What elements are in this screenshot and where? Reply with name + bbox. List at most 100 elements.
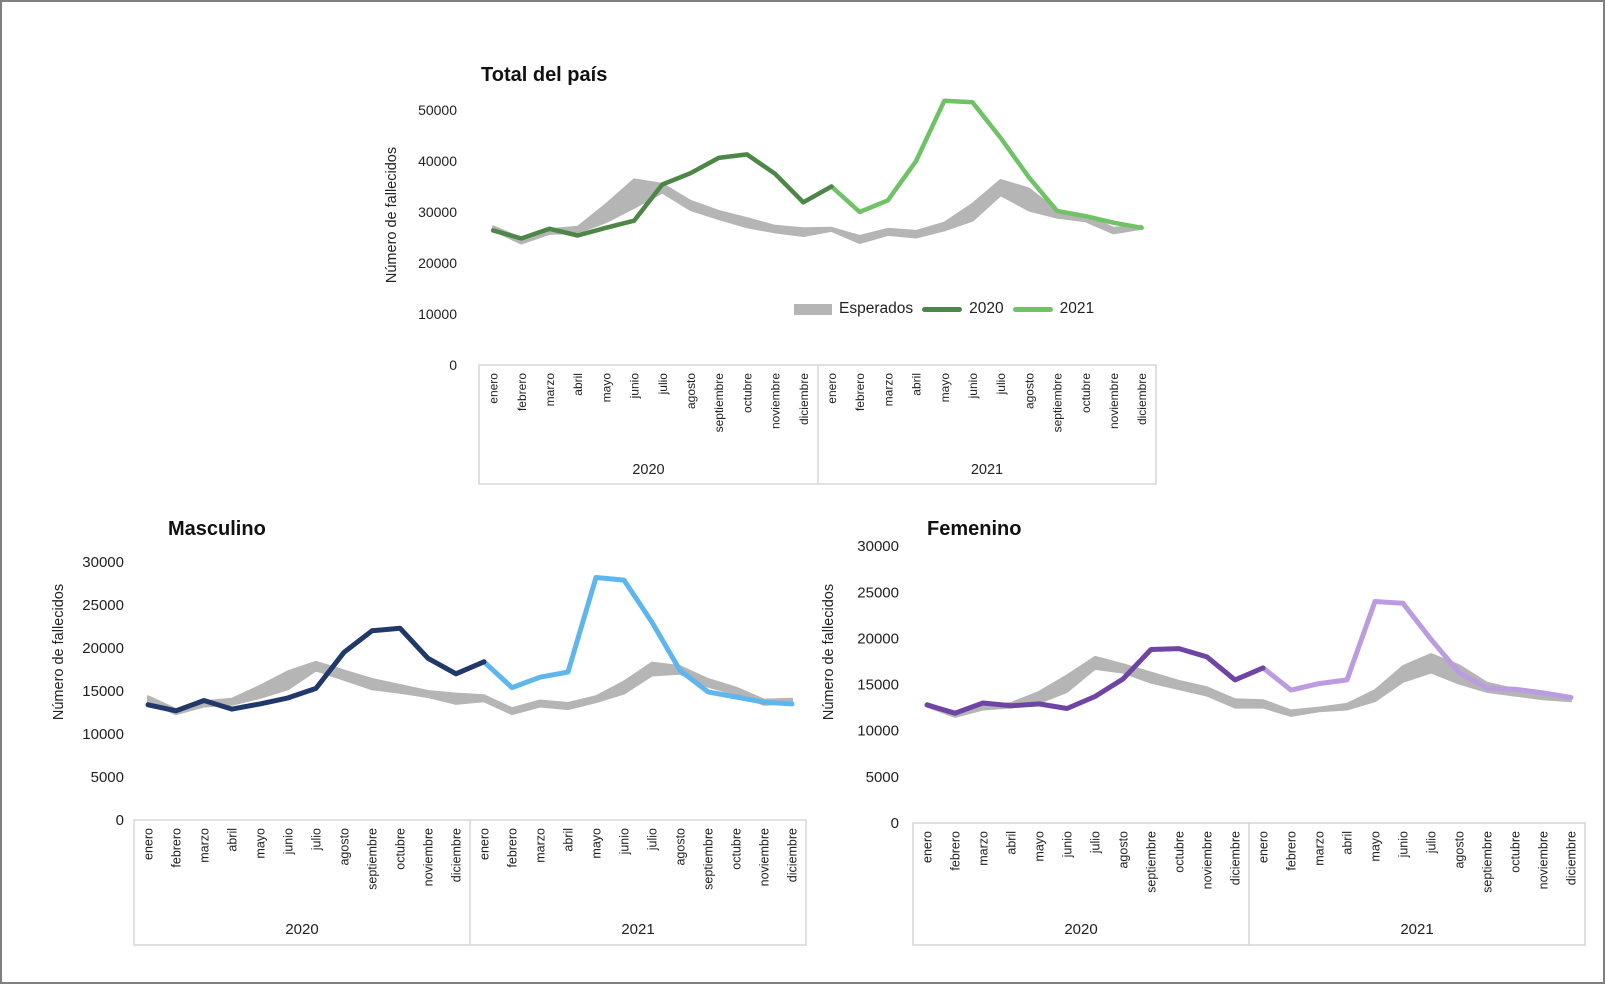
x-month-label: abril (226, 828, 240, 852)
x-month-label: julio (646, 828, 660, 851)
x-month-label: septiembre (1145, 831, 1159, 893)
y-tick-label: 5000 (91, 769, 124, 786)
x-month-label: febrero (506, 828, 520, 868)
legend-item-esperados: Esperados (794, 300, 913, 318)
chart-femenino-plot: 0 5000 10000 15000 20000 25000 30000 enero febre… (857, 538, 1586, 946)
x-month-label: marzo (543, 373, 557, 407)
x-month-label: diciembre (797, 373, 811, 425)
x-month-label: enero (487, 373, 501, 404)
x-month-label: octubre (1509, 831, 1523, 873)
x-month-label: junio (966, 373, 980, 400)
x-month-label: agosto (1117, 831, 1131, 869)
y-tick-label: 10000 (857, 723, 899, 740)
legend-swatch-line (922, 306, 963, 312)
x-month-label: marzo (198, 828, 212, 863)
x-month-label: septiembre (1051, 373, 1065, 433)
y-tick-label: 25000 (857, 584, 899, 601)
chart-masculino-title: Masculino (168, 518, 266, 540)
y-tick-label: 0 (891, 815, 899, 832)
legend-label: Esperados (839, 300, 914, 317)
x-month-label: agosto (1453, 831, 1467, 869)
x-month-label: diciembre (1135, 373, 1149, 425)
x-month-label: abril (562, 828, 576, 852)
x-month-label: junio (1061, 831, 1075, 858)
legend-item-2020: 2020 (922, 300, 1004, 318)
y-tick-label: 20000 (418, 255, 457, 271)
x-month-label: octubre (1173, 831, 1187, 873)
legend-label: 2021 (1059, 300, 1095, 317)
x-month-label: octubre (1079, 373, 1093, 413)
x-month-label: julio (1425, 831, 1439, 854)
x-month-label: abril (571, 373, 585, 396)
series-2020-line (145, 625, 487, 714)
x-year-label: 2020 (1064, 921, 1097, 938)
x-month-label: mayo (590, 828, 604, 859)
x-month-label: junio (628, 373, 642, 400)
x-year-label: 2021 (1400, 921, 1433, 938)
x-month-label: marzo (977, 831, 991, 866)
y-tick-label: 10000 (418, 306, 457, 322)
x-month-label: marzo (1313, 831, 1327, 866)
x-month-label: diciembre (1229, 831, 1243, 885)
x-month-label: noviembre (422, 828, 436, 886)
series-2020-line (924, 646, 1266, 716)
x-month-label: diciembre (1565, 831, 1579, 885)
x-month-label: junio (1397, 831, 1411, 858)
series-2021-line (829, 98, 1144, 231)
x-month-label: julio (994, 373, 1008, 396)
x-month-label: diciembre (450, 828, 464, 882)
chart-femenino-y-axis-title: Número de fallecidos (821, 583, 837, 721)
x-month-label: diciembre (786, 828, 800, 882)
legend-label: 2020 (969, 300, 1004, 317)
x-month-label: septiembre (366, 828, 380, 890)
x-month-label: abril (910, 373, 924, 396)
x-month-label: enero (142, 828, 156, 860)
x-month-label: febrero (515, 373, 529, 411)
x-month-label: agosto (338, 828, 352, 866)
x-month-label: mayo (599, 373, 613, 403)
x-month-label: mayo (254, 828, 268, 859)
x-month-label: julio (1089, 831, 1103, 854)
y-tick-label: 25000 (82, 597, 124, 614)
legend-item-2021: 2021 (1012, 300, 1095, 318)
x-month-label: julio (310, 828, 324, 851)
x-month-label: julio (656, 373, 670, 396)
chart-masculino-plot: 0 5000 10000 15000 20000 25000 30000 enero febre… (82, 554, 807, 946)
x-month-label: marzo (534, 828, 548, 863)
x-month-label: octubre (740, 373, 754, 413)
x-month-label: enero (921, 831, 935, 863)
x-month-label: marzo (881, 373, 895, 407)
legend-swatch-line (1012, 306, 1053, 312)
x-month-label: noviembre (758, 828, 772, 886)
x-month-label: febrero (170, 828, 184, 868)
y-tick-label: 15000 (82, 683, 124, 700)
y-tick-label: 40000 (418, 153, 457, 169)
x-month-label: enero (1257, 831, 1271, 863)
series-2021-line (1260, 599, 1574, 700)
series-2021-line (481, 575, 795, 707)
x-month-label: febrero (1285, 831, 1299, 871)
x-month-label: agosto (684, 373, 698, 409)
y-tick-label: 0 (116, 812, 124, 829)
y-tick-label: 30000 (857, 538, 899, 555)
y-tick-label: 10000 (82, 726, 124, 743)
x-month-label: enero (825, 373, 839, 404)
y-tick-label: 30000 (82, 554, 124, 571)
y-tick-label: 15000 (857, 677, 899, 694)
x-month-label: octubre (730, 828, 744, 870)
x-month-label: mayo (1033, 831, 1047, 862)
chart-total-y-axis-title: Número de fallecidos (384, 146, 400, 284)
x-month-label: noviembre (769, 373, 783, 429)
x-month-label: febrero (853, 373, 867, 411)
x-year-label: 2020 (285, 921, 318, 938)
x-month-label: abril (1341, 831, 1355, 855)
chart-femenino-title: Femenino (927, 518, 1022, 540)
x-month-label: octubre (394, 828, 408, 870)
y-tick-label: 50000 (418, 102, 457, 118)
chart-total-plot: 0 10000 20000 30000 40000 50000 enero febrero ma… (418, 98, 1157, 485)
x-month-label: junio (618, 828, 632, 855)
series-2020-line (490, 152, 834, 241)
y-tick-label: 20000 (82, 640, 124, 657)
x-month-label: septiembre (1481, 831, 1495, 893)
